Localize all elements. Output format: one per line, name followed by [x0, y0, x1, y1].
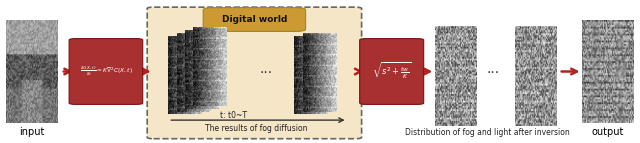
- Text: Digital world: Digital world: [221, 15, 287, 24]
- FancyBboxPatch shape: [69, 39, 143, 104]
- Text: The results of fog diffusion: The results of fog diffusion: [205, 124, 307, 133]
- FancyBboxPatch shape: [204, 8, 306, 31]
- Text: $\sqrt{s^2+\frac{tw}{K}}$: $\sqrt{s^2+\frac{tw}{K}}$: [372, 61, 412, 82]
- FancyBboxPatch shape: [360, 39, 424, 104]
- Text: $\frac{\partial C(X,t)}{\partial t} = K\nabla^2 C(X,t)$: $\frac{\partial C(X,t)}{\partial t} = K\…: [79, 65, 132, 78]
- FancyBboxPatch shape: [147, 7, 362, 139]
- Text: Distribution of fog and light after inversion: Distribution of fog and light after inve…: [405, 128, 570, 137]
- Text: t: t0~T: t: t0~T: [220, 111, 247, 120]
- Text: input: input: [19, 127, 45, 137]
- Text: ...: ...: [486, 62, 499, 76]
- Text: ...: ...: [259, 62, 272, 76]
- Text: output: output: [592, 127, 624, 137]
